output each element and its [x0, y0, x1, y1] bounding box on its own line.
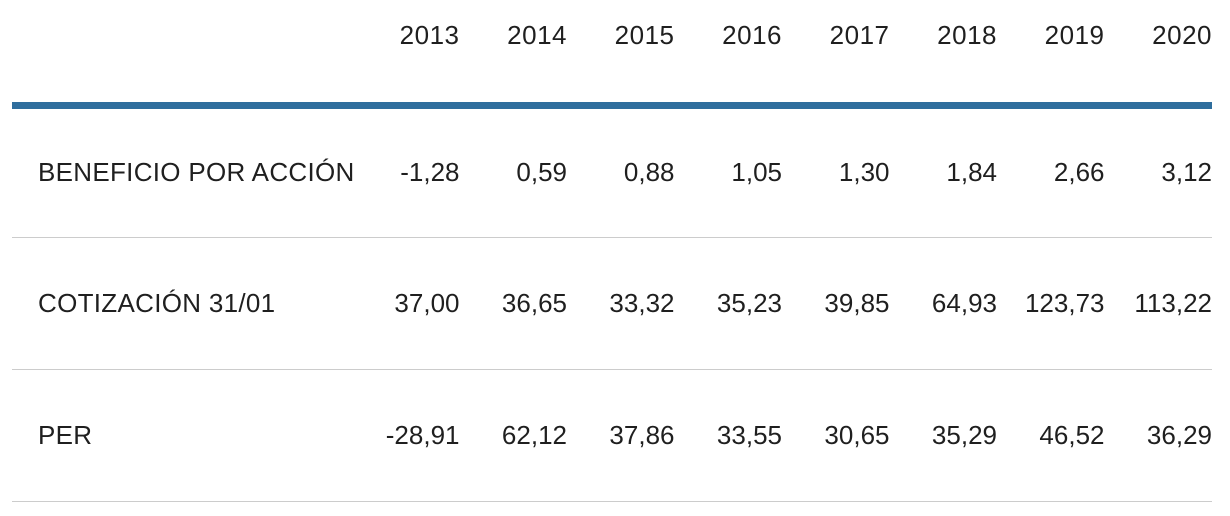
row-label-header-empty — [12, 0, 352, 109]
column-header-2014: 2014 — [459, 0, 567, 109]
column-header-2013: 2013 — [352, 0, 460, 109]
cell-value: 3,12 — [1104, 105, 1212, 238]
cell-value: 30,65 — [782, 369, 890, 502]
cell-value: 33,32 — [567, 237, 675, 370]
table-row-beneficio-por-accion: BENEFICIO POR ACCIÓN -1,28 0,59 0,88 1,0… — [12, 105, 1212, 238]
cell-value: 62,12 — [459, 369, 567, 502]
row-label: COTIZACIÓN 31/01 — [12, 237, 352, 370]
cell-value: -1,28 — [352, 105, 460, 238]
cell-value: 37,86 — [567, 369, 675, 502]
financial-metrics-table: 2013 2014 2015 2016 2017 2018 2019 2020 … — [12, 0, 1212, 502]
row-label: BENEFICIO POR ACCIÓN — [12, 105, 354, 238]
cell-value: 39,85 — [782, 237, 890, 370]
cell-value: 36,29 — [1104, 369, 1212, 502]
table-header: 2013 2014 2015 2016 2017 2018 2019 2020 — [12, 0, 1212, 109]
cell-value: 37,00 — [352, 237, 460, 370]
table-body: BENEFICIO POR ACCIÓN -1,28 0,59 0,88 1,0… — [12, 105, 1212, 502]
column-header-2016: 2016 — [674, 0, 782, 109]
cell-value: 36,65 — [459, 237, 567, 370]
cell-value: 33,55 — [674, 369, 782, 502]
cell-value: 0,59 — [459, 105, 567, 238]
cell-value: 35,23 — [674, 237, 782, 370]
column-header-2015: 2015 — [567, 0, 675, 109]
cell-value: -28,91 — [352, 369, 460, 502]
cell-value: 113,22 — [1104, 237, 1212, 370]
column-header-2017: 2017 — [782, 0, 890, 109]
cell-value: 1,05 — [674, 105, 782, 238]
column-header-2018: 2018 — [889, 0, 997, 109]
row-label: PER — [12, 369, 352, 502]
cell-value: 46,52 — [997, 369, 1105, 502]
cell-value: 64,93 — [889, 237, 997, 370]
column-header-2019: 2019 — [997, 0, 1105, 109]
cell-value: 2,66 — [997, 105, 1105, 238]
table-header-row: 2013 2014 2015 2016 2017 2018 2019 2020 — [12, 0, 1212, 109]
cell-value: 35,29 — [889, 369, 997, 502]
column-header-2020: 2020 — [1104, 0, 1212, 109]
cell-value: 123,73 — [997, 237, 1105, 370]
table-row-per: PER -28,91 62,12 37,86 33,55 30,65 35,29… — [12, 369, 1212, 502]
cell-value: 1,84 — [889, 105, 997, 238]
table-row-cotizacion-31-01: COTIZACIÓN 31/01 37,00 36,65 33,32 35,23… — [12, 237, 1212, 370]
cell-value: 1,30 — [782, 105, 890, 238]
cell-value: 0,88 — [567, 105, 675, 238]
